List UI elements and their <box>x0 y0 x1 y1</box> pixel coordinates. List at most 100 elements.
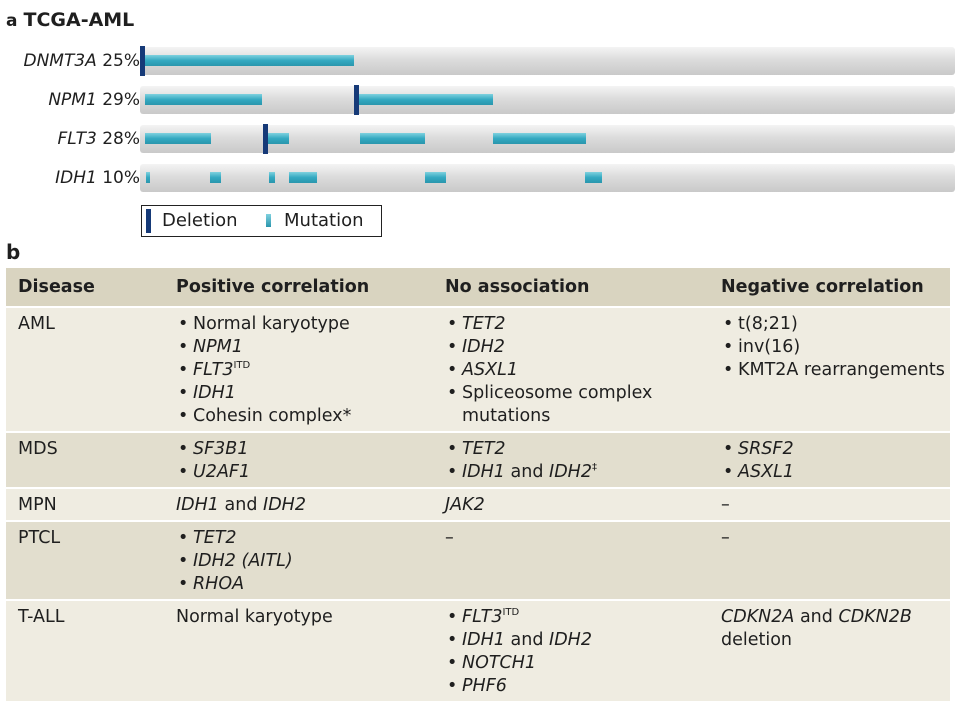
disease-cell: PTCL <box>6 521 164 600</box>
panel-a-title: TCGA-AML <box>23 9 135 31</box>
header-positive: Positive correlation <box>164 268 433 307</box>
gene-track <box>140 46 955 76</box>
disease-cell: MDS <box>6 432 164 488</box>
mutation-segment <box>146 172 150 183</box>
list-item: IDH1 <box>176 382 433 405</box>
list-item: inv(16) <box>721 336 950 359</box>
cell-text: CDKN2B <box>838 607 912 627</box>
none-cell: FLT3ITD IDH1 and IDH2 NOTCH1 PHF6 <box>433 600 709 701</box>
cell-text: IDH2 (AITL) <box>193 551 293 571</box>
list-item: TET2 <box>176 527 433 550</box>
gene-percent: 10% <box>102 168 140 188</box>
cell-text: JAK2 <box>445 495 485 515</box>
cell-text: RHOA <box>193 574 245 594</box>
gene-label: FLT3 28% <box>0 129 141 149</box>
list-item: ASXL1 <box>721 461 950 484</box>
gene-percent: 28% <box>102 129 140 149</box>
none-cell: JAK2 <box>433 488 709 521</box>
table-row-mds: MDS SF3B1 U2AF1 TET2 IDH1 and IDH2‡ SRSF… <box>6 432 950 488</box>
header-disease: Disease <box>6 268 164 307</box>
mutation-segment <box>493 133 586 144</box>
list-item: TET2 <box>445 438 709 461</box>
list-item: Cohesin complex* <box>176 405 433 428</box>
negative-cell: – <box>709 521 950 600</box>
gene-percent: 25% <box>102 51 140 71</box>
cell-text: IDH1 <box>176 495 219 515</box>
track-row-idh1: IDH1 10% <box>0 164 960 194</box>
table-row-ptcl: PTCL TET2 IDH2 (AITL) RHOA – – <box>6 521 950 600</box>
disease-cell: MPN <box>6 488 164 521</box>
mutation-legend-swatch <box>266 214 271 227</box>
gene-name: IDH1 <box>55 168 97 188</box>
gene-percent: 29% <box>102 90 140 110</box>
cell-text: Spliceosome complex mutations <box>462 383 653 426</box>
list-item: TET2 <box>445 313 709 336</box>
list-item: Spliceosome complex mutations <box>445 382 709 428</box>
cell-text: IDH1 <box>193 383 236 403</box>
gene-label: IDH1 10% <box>0 168 140 188</box>
mutation-segment <box>210 172 221 183</box>
list-item: NPM1 <box>176 336 433 359</box>
positive-cell: IDH1 and IDH2 <box>164 488 433 521</box>
track-row-npm1: NPM1 29% <box>0 85 960 116</box>
table-header-row: Disease Positive correlation No associat… <box>6 268 950 307</box>
gene-name: FLT3 <box>57 129 97 149</box>
cell-text: SF3B1 <box>193 439 249 459</box>
cell-text: inv(16) <box>738 337 801 357</box>
disease-cell: AML <box>6 307 164 432</box>
cell-text: NPM1 <box>193 337 243 357</box>
cell-text: FLT3 <box>462 607 503 627</box>
track-row-flt3: FLT3 28% <box>0 124 960 155</box>
gene-label: NPM1 29% <box>0 90 140 110</box>
gene-label: DNMT3A 25% <box>0 51 140 71</box>
positive-cell: SF3B1 U2AF1 <box>164 432 433 488</box>
list-item: IDH2 <box>445 336 709 359</box>
gene-name: DNMT3A <box>23 51 97 71</box>
list-item: SF3B1 <box>176 438 433 461</box>
cell-text: IDH1 <box>462 462 505 482</box>
superscript: ITD <box>233 360 251 372</box>
header-none: No association <box>433 268 709 307</box>
cell-text: and <box>510 462 544 482</box>
cell-text: TET2 <box>193 528 237 548</box>
cell-text: Cohesin complex* <box>193 406 352 426</box>
positive-cell: Normal karyotype NPM1 FLT3ITD IDH1 Cohes… <box>164 307 433 432</box>
cell-text: Normal karyotype <box>193 314 350 334</box>
cell-text: CDKN2A <box>721 607 795 627</box>
panel-a-heading: a TCGA-AML <box>6 9 134 31</box>
mutation-segment <box>355 94 493 105</box>
deletion-legend-swatch <box>146 209 151 233</box>
disease-cell: T-ALL <box>6 600 164 701</box>
deletion-legend-label: Deletion <box>162 210 238 231</box>
mutation-segment <box>145 133 211 144</box>
mutation-segment <box>289 172 317 183</box>
negative-cell: t(8;21) inv(16) KMT2A rearrangements <box>709 307 950 432</box>
list-item: RHOA <box>176 573 433 596</box>
superscript: ‡ <box>591 462 597 474</box>
list-item: FLT3ITD <box>445 606 709 629</box>
negative-cell: SRSF2 ASXL1 <box>709 432 950 488</box>
cell-text: TET2 <box>462 314 506 334</box>
cell-text: and <box>799 607 833 627</box>
mutation-segment <box>145 94 262 105</box>
cell-text: IDH2 <box>549 630 592 650</box>
positive-cell: TET2 IDH2 (AITL) RHOA <box>164 521 433 600</box>
cell-text: IDH2 <box>549 462 592 482</box>
deletion-marker <box>140 46 145 76</box>
cell-text: IDH1 <box>462 630 505 650</box>
cell-text: U2AF1 <box>193 462 251 482</box>
list-item: IDH1 and IDH2‡ <box>445 461 709 484</box>
cell-text: SRSF2 <box>738 439 794 459</box>
list-item: SRSF2 <box>721 438 950 461</box>
cell-text: PHF6 <box>462 676 507 696</box>
header-negative: Negative correlation <box>709 268 950 307</box>
cell-text: t(8;21) <box>738 314 798 334</box>
mutation-segment <box>269 172 275 183</box>
mutation-segment <box>140 55 354 66</box>
cell-text: NOTCH1 <box>462 653 537 673</box>
positive-cell: Normal karyotype <box>164 600 433 701</box>
table-row-aml: AML Normal karyotype NPM1 FLT3ITD IDH1 C… <box>6 307 950 432</box>
list-item: Normal karyotype <box>176 313 433 336</box>
list-item: KMT2A rearrangements <box>721 359 950 382</box>
cell-text: and <box>510 630 544 650</box>
